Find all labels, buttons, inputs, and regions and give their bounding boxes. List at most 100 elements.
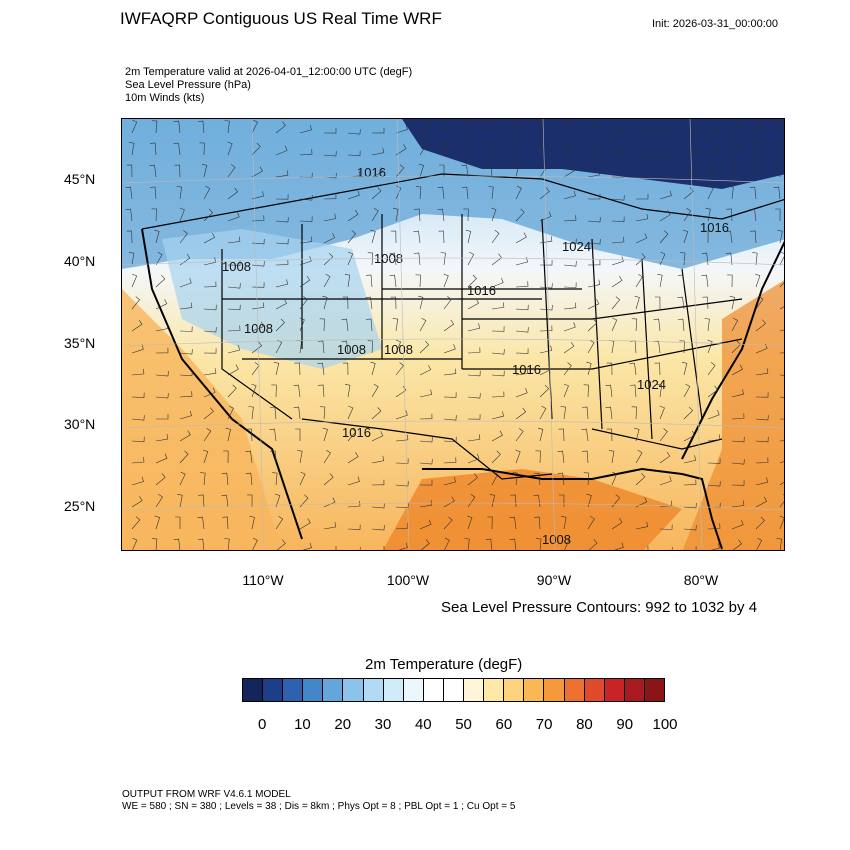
wind-barb [755, 296, 764, 310]
colorbar-tick-label: 40 [414, 716, 432, 733]
wind-barb [437, 186, 445, 200]
wind-barb [611, 195, 625, 201]
wind-barb [155, 251, 163, 266]
wind-barb [779, 481, 784, 486]
wind-barb [467, 453, 480, 464]
wind-barb [154, 229, 160, 244]
wind-barb [635, 273, 643, 288]
wind-barb [252, 537, 258, 550]
wind-barb [749, 208, 757, 222]
wind-barb [491, 207, 497, 222]
wind-barb [539, 325, 553, 332]
wind-barb [441, 142, 447, 156]
wind-barb [515, 281, 529, 288]
wind-barb [227, 164, 236, 178]
wind-barb [581, 406, 589, 420]
wind-barb [317, 340, 325, 354]
wind-barb [731, 519, 744, 530]
wind-barb [227, 141, 233, 156]
wind-barb [683, 207, 692, 222]
wind-barb [678, 274, 685, 288]
deep-cold-region [402, 119, 784, 189]
wind-barb [629, 362, 637, 376]
wind-barb [131, 273, 138, 288]
wind-barb [467, 515, 473, 530]
wind-barb [462, 142, 469, 156]
wind-barb [707, 124, 720, 134]
wind-barb [467, 370, 481, 377]
wind-barb [725, 230, 733, 244]
wind-barb [631, 406, 637, 420]
wind-barb [515, 348, 529, 354]
wind-barb [317, 362, 325, 376]
wind-barb [225, 427, 231, 442]
wind-barb [491, 302, 505, 310]
wind-barb [491, 370, 505, 377]
wind-barb [440, 252, 446, 266]
wind-barb [753, 141, 760, 156]
wind-barb [725, 252, 733, 266]
wind-barb [728, 186, 734, 200]
isobar-label: 1024 [562, 239, 591, 254]
colorbar-box [303, 679, 324, 701]
wind-barb [677, 318, 685, 332]
wind-barb [659, 129, 673, 135]
wind-barb [515, 387, 528, 398]
wind-barb [682, 229, 689, 244]
isobar-label: 1008 [384, 342, 413, 357]
wind-barb [467, 473, 478, 486]
wind-barb [155, 493, 163, 508]
wind-barb [347, 129, 361, 135]
wind-barb [581, 428, 589, 442]
wind-barb [128, 142, 135, 156]
wind-barb [491, 450, 501, 464]
wind-barb [419, 413, 433, 420]
wind-barb [710, 543, 720, 550]
wind-barb [707, 481, 721, 487]
wind-barb [131, 436, 145, 443]
wind-barb [539, 345, 553, 354]
wind-barb [558, 494, 565, 508]
wind-barb [515, 449, 521, 464]
wind-barb [491, 349, 505, 355]
wind-barb [419, 317, 427, 332]
latitude-line [122, 502, 784, 511]
colorbar-box [363, 679, 384, 701]
wind-barb [443, 296, 452, 310]
lat-label-25n: 25°N [64, 498, 96, 514]
atlantic-ocean [682, 280, 784, 550]
wind-barb [776, 120, 782, 134]
wind-barb [635, 213, 649, 222]
wind-barb [464, 120, 470, 134]
colorbar-box [443, 679, 465, 701]
wind-barb [443, 319, 455, 332]
wind-barb [727, 274, 733, 288]
wind-barb [154, 515, 160, 530]
wind-barb [251, 321, 264, 332]
wind-barb [635, 253, 646, 266]
wind-barb [779, 396, 784, 398]
wind-barb [155, 453, 168, 464]
wind-barb [659, 230, 669, 244]
wind-barb [366, 274, 373, 288]
colorbar-box [504, 679, 525, 701]
wind-barb [515, 208, 525, 222]
wind-barbs [125, 119, 784, 550]
wind-barb [155, 393, 169, 399]
wind-barb [131, 296, 141, 310]
wind-barb [563, 166, 575, 178]
wind-barb [398, 542, 408, 550]
wind-barb [299, 149, 313, 156]
lon-label-90w: 90°W [536, 572, 572, 588]
wind-barb [695, 546, 697, 550]
wind-barb [419, 500, 433, 508]
wind-barb [755, 368, 769, 376]
colorbar-title: 2m Temperature (degF) [365, 656, 523, 673]
wind-barb [509, 538, 517, 550]
wind-barb [150, 142, 157, 156]
wind-barb [203, 348, 217, 354]
wind-barb [155, 433, 169, 442]
colorbar-box [423, 679, 444, 701]
wind-barb [323, 151, 337, 157]
wind-barb [251, 341, 263, 354]
